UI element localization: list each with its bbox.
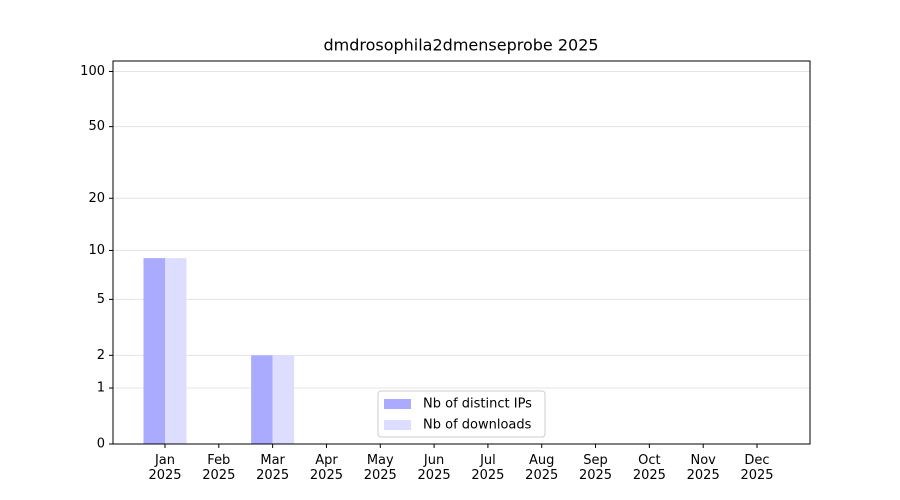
y-tick-label: 0 <box>97 437 105 452</box>
y-tick-label: 5 <box>97 292 105 307</box>
x-tick-label: Aug 2025 <box>525 453 559 483</box>
y-tick-label: 2 <box>97 348 105 363</box>
x-tick-label: Jan 2025 <box>148 453 182 483</box>
x-tick-label: Nov 2025 <box>686 453 720 483</box>
bar <box>272 355 295 444</box>
x-tick-label: Jun 2025 <box>417 453 451 483</box>
legend-box <box>377 390 546 438</box>
legend-swatch <box>384 420 411 430</box>
legend: Nb of distinct IPs Nb of downloads <box>377 390 546 438</box>
legend-label: Nb of distinct IPs <box>423 397 532 412</box>
x-tick-label: Apr 2025 <box>309 453 343 483</box>
y-tick-label: 10 <box>88 243 105 258</box>
legend-swatch <box>384 399 411 409</box>
bar <box>165 258 187 444</box>
x-tick-label: Oct 2025 <box>632 453 666 483</box>
bar <box>251 355 273 444</box>
y-tick-label: 100 <box>80 64 105 79</box>
x-tick-label: Dec 2025 <box>740 453 774 483</box>
x-tick-label: Feb 2025 <box>202 453 236 483</box>
x-tick-label: Mar 2025 <box>256 453 290 483</box>
y-tick-label: 50 <box>88 119 105 134</box>
chart-title: dmdrosophila2dmenseprobe 2025 <box>323 36 598 55</box>
x-tick-label: May 2025 <box>363 453 397 483</box>
legend-label: Nb of downloads <box>423 418 532 433</box>
x-tick-label: Jul 2025 <box>471 453 505 483</box>
x-tick-label: Sep 2025 <box>578 453 613 483</box>
y-tick-label: 1 <box>97 381 105 396</box>
bar <box>143 258 165 444</box>
plot-frame <box>112 60 811 445</box>
y-tick-label: 20 <box>88 191 105 206</box>
